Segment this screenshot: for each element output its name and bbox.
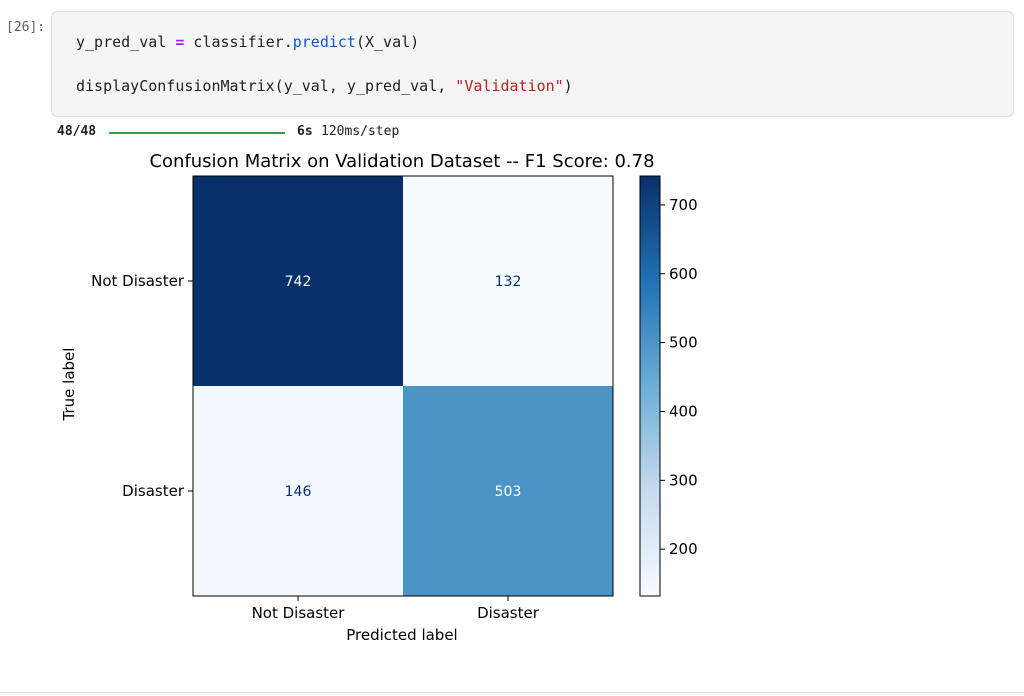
y-tick-label-0: Not Disaster — [91, 272, 185, 290]
x-tick-label-1: Disaster — [477, 604, 540, 622]
colorbar-tick-label-5: 700 — [669, 196, 698, 214]
code-cell-input[interactable]: y_pred_val = classifier.predict(X_val) d… — [51, 11, 1014, 117]
code-var: y_pred_val — [76, 33, 176, 51]
colorbar-tick-label-0: 200 — [669, 540, 698, 558]
code-args: (X_val) — [355, 33, 420, 51]
matrix-cell-1-0 — [193, 386, 403, 596]
code-method: predict — [292, 33, 356, 51]
matrix-value-0-1: 132 — [495, 274, 522, 290]
matrix-cell-0-1 — [403, 176, 613, 386]
colorbar-tick-label-3: 500 — [669, 334, 698, 352]
code-line-1: y_pred_val = classifier.predict(X_val) — [76, 33, 419, 51]
matrix-cell-0-0 — [193, 176, 403, 386]
code-object: classifier. — [184, 33, 293, 51]
matrix-value-0-0: 742 — [285, 274, 312, 290]
x-tick-label-0: Not Disaster — [252, 604, 346, 622]
x-axis-label: Predicted label — [346, 626, 457, 644]
code-call: displayConfusionMatrix(y_val, y_pred_val… — [76, 77, 456, 95]
code-close: ) — [563, 77, 573, 95]
matrix-frame — [192, 175, 614, 597]
confusion-matrix-chart: Confusion Matrix on Validation Dataset -… — [60, 151, 698, 644]
matrix-value-1-1: 503 — [495, 484, 522, 500]
progress-rate: 120ms/step — [321, 124, 400, 139]
cell-divider — [0, 692, 1024, 693]
chart-title: Confusion Matrix on Validation Dataset -… — [149, 151, 654, 172]
colorbar-tick-label-1: 300 — [669, 471, 698, 489]
matrix-cell-1-1 — [403, 386, 613, 596]
colorbar — [639, 175, 661, 597]
progress-count: 48/48 — [57, 124, 97, 139]
progress-bar — [109, 132, 285, 134]
code-operator: = — [175, 33, 185, 51]
matrix-value-1-0: 146 — [285, 484, 312, 500]
code-string: "Validation" — [455, 77, 564, 95]
cell-prompt: [26]: — [6, 20, 46, 35]
y-tick-label-1: Disaster — [122, 482, 185, 500]
code-line-2: displayConfusionMatrix(y_val, y_pred_val… — [76, 77, 573, 95]
colorbar-tick-label-4: 600 — [669, 265, 698, 283]
confusion-matrix-figure: Confusion Matrix on Validation Dataset -… — [51, 143, 711, 655]
progress-bar-fill — [109, 132, 285, 134]
y-axis-label: True label — [60, 348, 78, 422]
colorbar-tick-label-2: 400 — [669, 402, 698, 420]
progress-time: 6s — [297, 124, 313, 139]
